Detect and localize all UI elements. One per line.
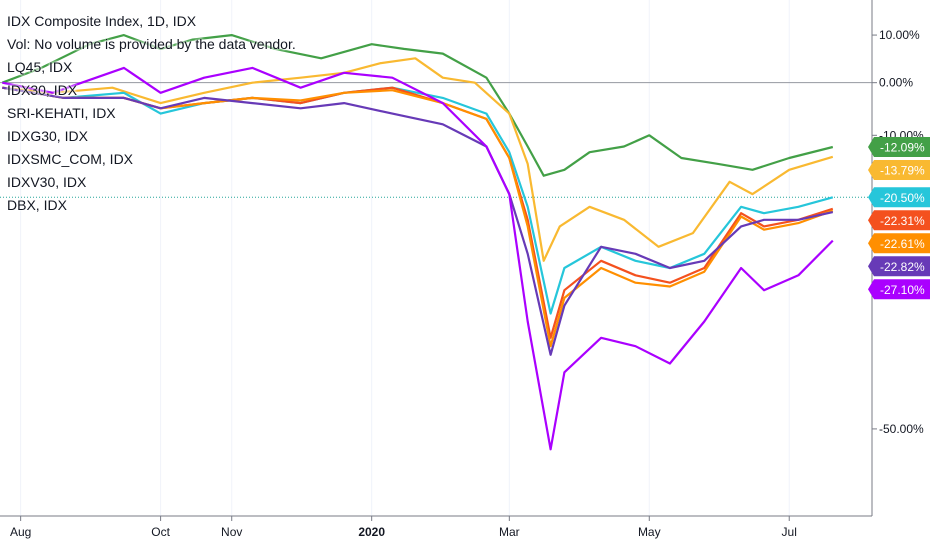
time-axis-bg: [0, 516, 932, 550]
x-tick-label: Aug: [10, 525, 31, 539]
legend-item-dbx[interactable]: DBX, IDX: [7, 197, 67, 213]
series-lines: [1, 34, 834, 451]
series-line-1: [2, 57, 834, 262]
last-value-text: -27.10%: [880, 283, 925, 297]
legend-item-sri-kehati[interactable]: SRI-KEHATI, IDX: [7, 105, 116, 121]
last-value-label-4: -22.61%: [868, 233, 930, 254]
last-value-label-0: -12.09%: [868, 137, 930, 158]
last-value-label-6: -27.10%: [868, 279, 930, 300]
last-value-badge: [868, 187, 930, 208]
legend-item-idxsmc-com[interactable]: IDXSMC_COM, IDX: [7, 151, 134, 167]
legend-volume: Vol: No volume is provided by the data v…: [7, 36, 296, 52]
last-value-badge: [868, 256, 930, 277]
last-value-label-2: -20.50%: [868, 187, 930, 208]
x-tick-label: May: [638, 525, 661, 539]
last-value-badge: [868, 279, 930, 300]
series-line-4: [2, 86, 834, 348]
x-tick-label: Nov: [221, 525, 242, 539]
last-value-labels: -12.09% -13.79% -20.50% -22.31% -22.61% -22.8…: [868, 137, 930, 300]
last-value-badge: [868, 210, 930, 231]
series-line-2: [2, 86, 834, 315]
last-value-text: -20.50%: [880, 191, 925, 205]
y-tick-label: 10.00%: [879, 28, 920, 42]
series-line-0: [1, 34, 834, 177]
last-value-text: -22.82%: [880, 260, 925, 274]
legend-item-idx30[interactable]: IDX30, IDX: [7, 82, 78, 98]
x-tick-label: Oct: [151, 525, 170, 539]
y-tick-label: -50.00%: [879, 422, 924, 436]
legend-item-lq45[interactable]: LQ45, IDX: [7, 59, 73, 75]
last-value-label-1: -13.79%: [868, 160, 930, 181]
legend-title[interactable]: IDX Composite Index, 1D, IDX: [7, 13, 197, 29]
legend: IDX Composite Index, 1D, IDX Vol: No vol…: [7, 10, 296, 217]
series-line-6: [2, 66, 834, 451]
legend-item-idxg30[interactable]: IDXG30, IDX: [7, 128, 88, 144]
last-value-label-5: -22.82%: [868, 256, 930, 277]
x-tick-label: Jul: [782, 525, 797, 539]
last-value-badge: [868, 233, 930, 254]
x-tick-label: 2020: [358, 525, 385, 539]
x-tick-label: Mar: [499, 525, 520, 539]
last-value-text: -13.79%: [880, 164, 925, 178]
y-tick-label: 0.00%: [879, 76, 913, 90]
last-value-text: -22.61%: [880, 237, 925, 251]
last-value-badge: [868, 160, 930, 181]
time-axis[interactable]: Aug Oct Nov 2020 Mar May Jul: [0, 515, 932, 550]
last-value-label-3: -22.31%: [868, 210, 930, 231]
last-value-badge: [868, 137, 930, 158]
last-value-text: -12.09%: [880, 141, 925, 155]
last-value-text: -22.31%: [880, 214, 925, 228]
legend-item-idxv30[interactable]: IDXV30, IDX: [7, 174, 87, 190]
